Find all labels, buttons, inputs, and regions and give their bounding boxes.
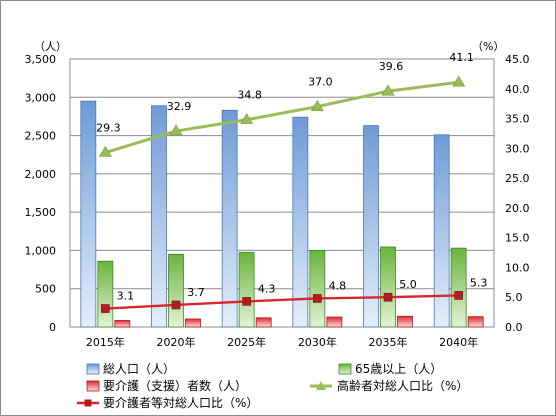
bar-population-1 <box>151 105 167 328</box>
elderly-ratio-marker-5 <box>452 75 466 87</box>
care-ratio-marker-3 <box>313 294 322 303</box>
elderly-ratio-line <box>104 80 459 154</box>
elderly-ratio-marker-3 <box>310 100 324 111</box>
category-label-3: 2030年 <box>298 335 337 349</box>
legend-label-population: 総人口（人） <box>103 362 175 376</box>
care-ratio-marker-0 <box>101 304 110 313</box>
right-tick-label: 25.0 <box>505 172 530 185</box>
bar-elderly-5 <box>450 247 467 328</box>
legend-swatch-care <box>86 380 100 392</box>
bar-care-1 <box>185 318 201 328</box>
care-ratio-label-2: 4.3 <box>258 282 276 295</box>
right-tick-label: 35.0 <box>505 113 530 126</box>
category-label-0: 2015年 <box>86 335 125 349</box>
elderly-ratio-marker-1 <box>169 124 183 136</box>
care-ratio-marker-2 <box>242 297 251 306</box>
bar-care-4 <box>397 315 413 328</box>
legend-label-elderly: 65歳以上（人） <box>355 362 442 376</box>
legend-label-care: 要介護（支援）者数（人） <box>103 378 247 393</box>
axes: 0 500 1,000 1,500 2,000 2,500 3,000 3,500 0.0 5.0… <box>25 40 530 349</box>
legend-elderly-ratio-marker <box>316 381 326 390</box>
bar-elderly-1 <box>168 253 184 328</box>
left-tick-label: 500 <box>35 283 56 296</box>
bar-population-4 <box>363 125 379 328</box>
legend-label-care-ratio: 要介護者等対総人口比（%） <box>103 395 258 410</box>
bars <box>80 100 484 328</box>
care-ratio-marker-1 <box>171 300 181 310</box>
bar-population-2 <box>221 109 238 328</box>
legend: 総人口（人） 65歳以上（人） 要介護（支援）者数（人） 高齢者対総人口比（%） 要介護… <box>77 362 468 410</box>
elderly-ratio-label-1: 32.9 <box>167 100 192 113</box>
care-ratio-label-3: 4.8 <box>329 279 347 292</box>
care-ratio-label-5: 5.3 <box>470 276 488 289</box>
right-axis-unit: （%） <box>472 40 504 53</box>
legend-swatch-population <box>86 363 100 375</box>
bar-population-3 <box>292 116 309 328</box>
bar-care-0 <box>114 320 131 328</box>
care-ratio-marker-4 <box>383 292 393 302</box>
bar-elderly-3 <box>309 250 326 328</box>
elderly-ratio-label-2: 34.8 <box>237 89 262 102</box>
care-ratio-label-4: 5.0 <box>399 278 417 291</box>
right-tick-label: 5.0 <box>505 291 523 304</box>
bar-elderly-4 <box>380 246 396 328</box>
right-tick-label: 20.0 <box>505 202 530 215</box>
elderly-ratio-label-4: 39.6 <box>379 60 404 73</box>
elderly-ratio-label-3: 37.0 <box>308 76 333 89</box>
elderly-ratio-marker-2 <box>240 113 254 125</box>
legend-care-ratio-marker <box>84 399 92 407</box>
left-tick-label: 1,000 <box>25 244 57 257</box>
right-tick-label: 15.0 <box>505 232 530 245</box>
bar-population-5 <box>433 134 450 328</box>
category-label-1: 2020年 <box>157 335 196 349</box>
gridlines <box>69 58 495 328</box>
right-tick-label: 10.0 <box>505 261 530 274</box>
right-tick-label: 0.0 <box>505 321 523 334</box>
category-label-2: 2025年 <box>227 335 266 349</box>
right-tick-label: 45.0 <box>505 53 530 66</box>
elderly-ratio-marker-0 <box>98 145 112 157</box>
elderly-ratio-label-0: 29.3 <box>96 122 121 135</box>
legend-swatch-elderly <box>338 363 352 375</box>
bar-care-5 <box>467 316 484 328</box>
elderly-ratio-marker-4 <box>381 84 395 96</box>
category-label-4: 2035年 <box>369 335 408 349</box>
data-labels: 29.3 32.9 34.8 37.0 39.6 41.1 3.1 3.7 4.3 4.8 5.0 5… <box>96 51 487 302</box>
plot-area-border <box>69 58 495 328</box>
left-tick-label: 2,500 <box>25 130 57 143</box>
care-ratio-marker-5 <box>454 291 463 300</box>
elderly-ratio-label-5: 41.1 <box>449 51 474 64</box>
bar-care-2 <box>255 317 272 328</box>
left-axis-unit: （人） <box>34 40 67 53</box>
left-tick-label: 3,500 <box>25 53 57 66</box>
bar-elderly-2 <box>238 251 255 328</box>
left-tick-label: 3,000 <box>25 91 57 104</box>
left-tick-label: 1,500 <box>25 206 57 219</box>
care-ratio-label-1: 3.7 <box>187 286 205 299</box>
right-tick-label: 40.0 <box>505 83 530 96</box>
right-tick-label: 30.0 <box>505 142 530 155</box>
bar-care-3 <box>326 316 343 328</box>
lines <box>98 75 466 313</box>
bar-elderly-0 <box>97 260 114 328</box>
category-label-5: 2040年 <box>439 335 478 349</box>
care-ratio-line <box>105 294 459 310</box>
legend-label-elderly-ratio: 高齢者対総人口比（%） <box>337 378 468 393</box>
care-ratio-label-0: 3.1 <box>117 290 135 303</box>
bar-population-0 <box>80 100 97 328</box>
left-tick-label: 2,000 <box>25 168 57 181</box>
left-tick-label: 0 <box>49 321 56 334</box>
